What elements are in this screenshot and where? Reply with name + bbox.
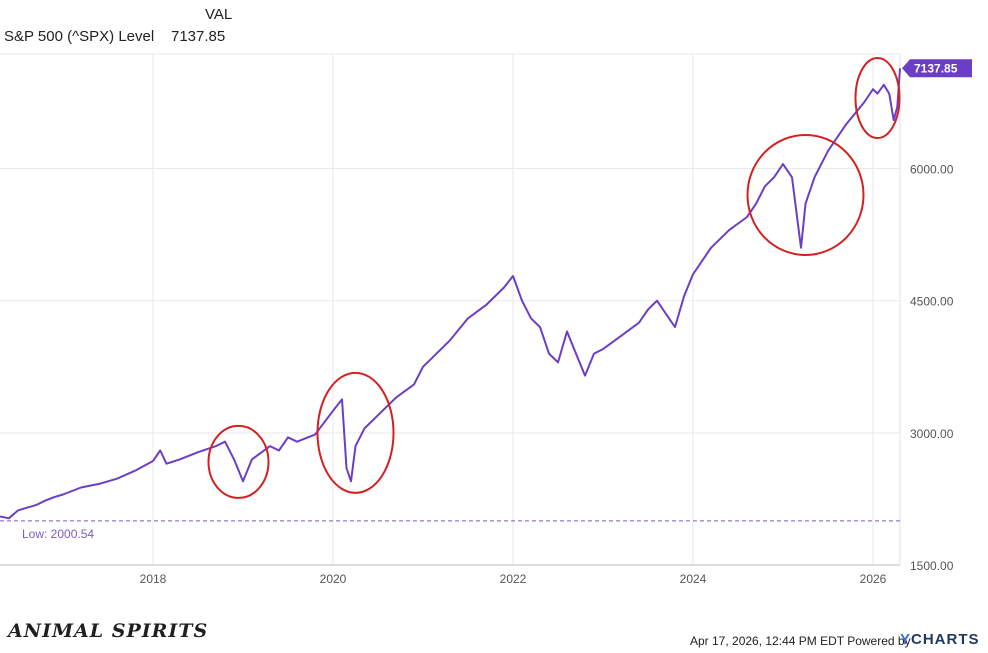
annotation-circle bbox=[746, 133, 865, 256]
last-value-tag bbox=[902, 59, 972, 78]
x-tick-label: 2018 bbox=[140, 572, 167, 586]
ycharts-logo[interactable]: YCHARTS bbox=[900, 631, 980, 648]
y-tick-label: 1500.00 bbox=[910, 559, 954, 573]
low-label: Low: 2000.54 bbox=[22, 527, 94, 541]
last-value-label: 7137.85 bbox=[914, 61, 958, 75]
x-tick-label: 2020 bbox=[320, 572, 347, 586]
series-value: 7137.85 bbox=[171, 28, 226, 45]
annotation-circle bbox=[207, 424, 270, 499]
y-tick-label: 4500.00 bbox=[910, 295, 954, 309]
animal-spirits-logo: ANIMAL SPIRITS bbox=[8, 620, 209, 642]
spx-series-line bbox=[0, 68, 901, 520]
series-name: S&P 500 (^SPX) Level bbox=[4, 28, 155, 45]
annotation-circle bbox=[854, 57, 901, 140]
price-chart: 1500.00 3000.00 4500.00 6000.00 2018 2020 2022… bbox=[0, 53, 972, 586]
column-header-val: VAL bbox=[205, 6, 233, 23]
y-tick-label: 3000.00 bbox=[910, 427, 954, 441]
x-tick-label: 2022 bbox=[500, 572, 527, 586]
x-tick-label: 2026 bbox=[860, 572, 887, 586]
y-tick-label: 6000.00 bbox=[910, 163, 954, 177]
x-tick-label: 2024 bbox=[680, 572, 707, 586]
footer-timestamp: Apr 17, 2026, 12:44 PM EDT Powered by bbox=[690, 634, 911, 648]
annotation-circle bbox=[316, 371, 395, 494]
